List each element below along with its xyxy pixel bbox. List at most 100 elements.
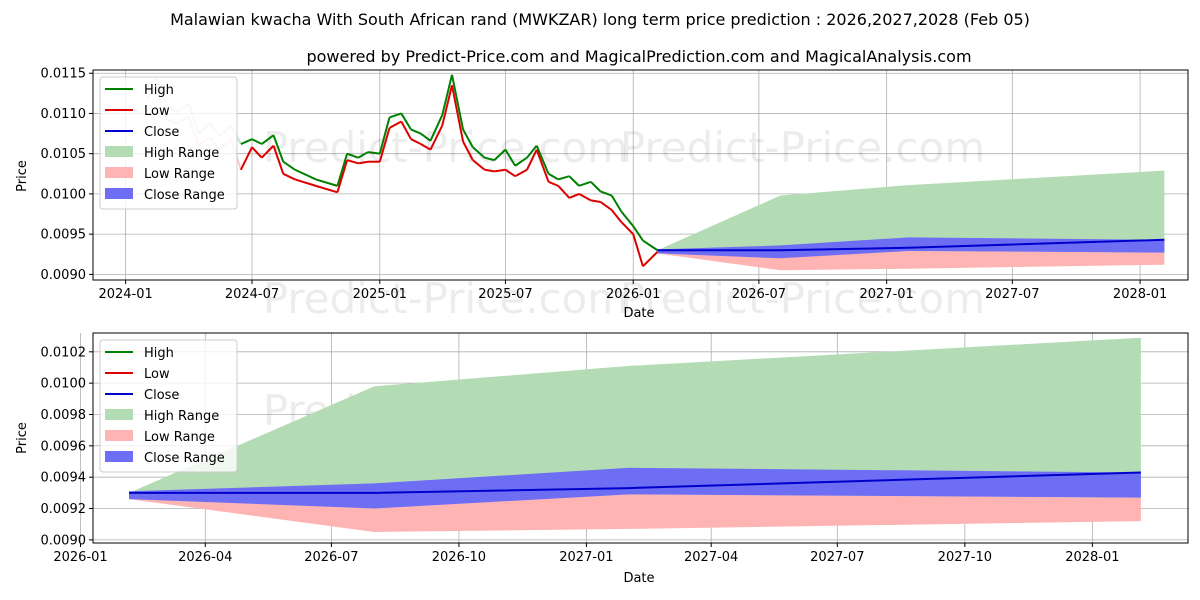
low-series-segment: [484, 168, 495, 173]
high-series-segment: [557, 175, 570, 181]
x-tick-label: 2025-01: [353, 287, 407, 302]
legend-item-label: Low Range: [144, 430, 215, 445]
y-tick-label: 0.0094: [41, 471, 87, 486]
low-series-segment: [462, 141, 474, 161]
low-series-segment: [514, 168, 528, 178]
high-series-segment: [620, 210, 634, 227]
high-series-segment: [429, 114, 444, 142]
x-axis-label: Date: [623, 306, 654, 321]
x-tick-label: 2026-07: [304, 550, 358, 565]
high-range-band: [129, 337, 1141, 509]
low-series-segment: [472, 159, 486, 171]
low-series-segment: [548, 180, 559, 187]
watermark-text: Predict-Price.com: [620, 123, 985, 172]
low-series-segment: [358, 160, 369, 165]
high-series-segment: [610, 195, 623, 213]
legend-swatch-patch: [105, 167, 133, 178]
legend: High Low Close High Range Low Range Close Ran…: [99, 339, 238, 473]
low-series-segment: [294, 178, 317, 187]
low-series-segment: [240, 146, 253, 171]
low-series-segment: [251, 146, 263, 159]
low-series-segment: [578, 193, 592, 202]
high-series-segment: [568, 175, 580, 187]
low-series-segment: [429, 125, 444, 151]
chart-title: Malawian kwacha With South African rand …: [170, 10, 1030, 29]
high-series-segment: [367, 151, 380, 155]
low-series-segment: [315, 184, 338, 194]
y-tick-label: 0.0105: [41, 147, 87, 162]
high-series-segment: [420, 132, 432, 142]
high-series-segment: [346, 152, 359, 159]
high-series-segment: [462, 129, 474, 148]
watermark-text: Predict-Price.com: [620, 274, 985, 323]
x-tick-label: 2026-07: [732, 287, 786, 302]
legend-box: [99, 339, 238, 473]
x-tick-label: 2024-01: [98, 287, 152, 302]
low-series-segment: [451, 85, 465, 142]
low-range-band: [657, 251, 1165, 271]
y-tick-label: 0.0100: [41, 187, 87, 202]
low-series-segment: [535, 149, 550, 183]
x-tick-label: 2028-01: [1113, 287, 1167, 302]
low-series-segment: [336, 159, 349, 193]
high-series-segment: [378, 117, 391, 154]
x-tick-label: 2028-01: [1065, 550, 1119, 565]
high-series-segment: [642, 239, 659, 252]
close-series-line: [657, 238, 1165, 252]
legend-item-label: High Range: [144, 146, 219, 161]
watermark-text: Predict-Price.com: [263, 274, 628, 323]
legend-item-label: High Range: [144, 409, 219, 424]
low-series-segment: [378, 127, 391, 163]
high-series-segment: [504, 149, 517, 167]
x-tick-label: 2024-07: [225, 287, 279, 302]
x-axis-label: Date: [623, 571, 654, 586]
y-tick-label: 0.0095: [41, 228, 87, 243]
legend-swatch-patch: [105, 188, 133, 199]
forecast-zoom-chart: Predict-Price.comPredict-Price.com2026-0…: [15, 332, 1189, 586]
low-series-segment: [282, 172, 296, 181]
high-series-segment: [526, 145, 538, 159]
x-tick-label: 2027-01: [859, 287, 913, 302]
legend-swatch-patch: [105, 451, 133, 462]
plot-frame: [92, 69, 1189, 281]
low-series-segment: [610, 209, 623, 223]
y-tick-label: 0.0100: [41, 377, 87, 392]
x-tick-label: 2025-07: [478, 287, 532, 302]
high-series-segment: [578, 180, 592, 187]
legend-item-label: Low Range: [144, 167, 215, 182]
low-series-segment: [261, 144, 275, 159]
legend-item-label: Close: [144, 125, 179, 140]
high-series-segment: [632, 225, 644, 242]
high-series-segment: [315, 178, 338, 187]
y-tick-label: 0.0110: [41, 107, 87, 122]
legend-item-label: Low: [144, 367, 170, 382]
high-series-segment: [272, 134, 285, 163]
legend-item-label: High: [144, 83, 174, 98]
y-axis-label: Price: [15, 160, 30, 192]
y-tick-label: 0.0096: [41, 439, 87, 454]
low-series-segment: [346, 159, 359, 165]
y-axis-label: Price: [15, 422, 30, 454]
high-series-segment: [410, 128, 422, 135]
high-series-segment: [514, 156, 528, 167]
x-tick-label: 2027-10: [938, 550, 992, 565]
legend-swatch-patch: [105, 430, 133, 441]
high-range-band: [657, 170, 1165, 259]
chart-subtitle: powered by Predict-Price.com and Magical…: [306, 47, 971, 66]
high-series-segment: [336, 153, 349, 187]
y-tick-label: 0.0090: [41, 533, 87, 548]
high-series-segment: [261, 134, 275, 145]
low-series-segment: [526, 149, 538, 171]
high-series-segment: [400, 112, 412, 131]
low-series-segment: [642, 251, 659, 268]
low-series-segment: [620, 221, 634, 235]
high-series-segment: [240, 138, 253, 145]
legend-swatch-patch: [105, 409, 133, 420]
low-series-segment: [420, 143, 431, 151]
high-series-segment: [441, 74, 453, 116]
long-term-chart: Predict-Price.comPredict-Price.comPredic…: [15, 67, 1189, 323]
high-series-segment: [590, 181, 602, 193]
low-series-segment: [557, 185, 571, 199]
high-series-segment: [357, 151, 369, 159]
